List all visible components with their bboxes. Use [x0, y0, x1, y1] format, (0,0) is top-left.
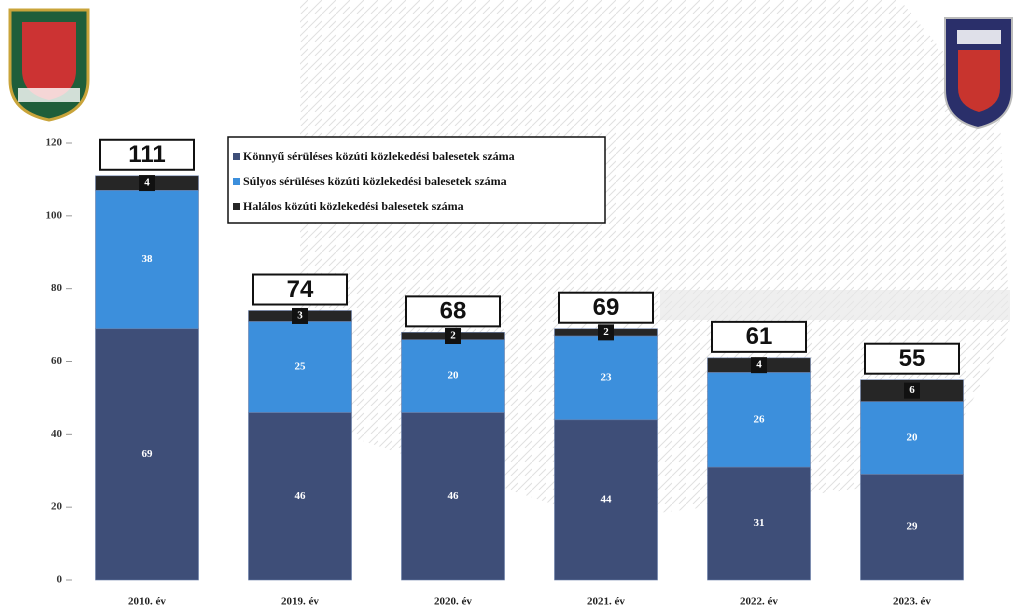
legend-box: [227, 136, 606, 224]
total-label: 61: [746, 323, 773, 350]
logo-right: [944, 17, 1013, 130]
legend-label: Könnyű sérüléses közúti közlekedési bale…: [243, 149, 515, 163]
segment-label: 46: [295, 490, 307, 502]
bar-segment: [860, 474, 964, 581]
x-tick-label: 2019. év: [281, 596, 319, 608]
segment-label: 31: [754, 517, 765, 529]
bar-segment: [95, 328, 199, 581]
segment-label: 46: [448, 490, 460, 502]
total-box: [405, 295, 501, 328]
segment-label-bg: [904, 382, 920, 399]
total-box: [711, 320, 807, 353]
total-label: 55: [899, 345, 926, 372]
segment-label-bg: [598, 324, 614, 341]
x-tick-label: 2021. év: [587, 596, 625, 608]
segment-label-bg: [139, 175, 155, 192]
x-tick-label: 2010. év: [128, 596, 166, 608]
segment-label: 44: [601, 493, 613, 505]
segment-label: 38: [142, 253, 154, 265]
y-tick-label: 0: [57, 574, 63, 586]
bar-segment: [95, 190, 199, 330]
background-building: [660, 290, 1010, 320]
y-tick-label: 120: [46, 137, 63, 149]
segment-label: 3: [297, 310, 303, 322]
segment-label: 26: [754, 413, 766, 425]
total-label: 111: [128, 141, 165, 168]
y-tick-label: 20: [51, 501, 63, 513]
total-label: 68: [440, 298, 467, 325]
total-box: [864, 342, 960, 375]
segment-label: 69: [142, 448, 154, 460]
segment-label-bg: [445, 328, 461, 345]
segment-label: 4: [144, 177, 150, 189]
segment-label: 2: [450, 330, 456, 342]
segment-label: 4: [756, 359, 762, 371]
y-tick-label: 100: [46, 209, 63, 221]
segment-label: 20: [448, 370, 460, 382]
bar-segment: [248, 321, 352, 413]
legend-label: Súlyos sérüléses közúti közlekedési bale…: [243, 174, 507, 188]
total-box: [558, 291, 654, 324]
legend: Könnyű sérüléses közúti közlekedési bale…: [227, 136, 606, 224]
y-tick-label: 80: [51, 282, 63, 294]
x-tick-label: 2022. év: [740, 596, 778, 608]
legend-swatch: [233, 153, 240, 160]
segment-label: 29: [907, 521, 919, 533]
y-tick-label: 60: [51, 355, 63, 367]
segment-label: 20: [907, 432, 919, 444]
total-label: 69: [593, 294, 620, 321]
bar-segment: [707, 372, 811, 468]
x-tick-label: 2023. év: [893, 596, 931, 608]
legend-label: Halálos közúti közlekedési balesetek szá…: [243, 199, 464, 213]
segment-label-bg: [751, 357, 767, 374]
segment-label: 23: [601, 371, 613, 383]
total-box: [99, 138, 195, 171]
bar-segment: [401, 412, 505, 581]
total-box: [252, 273, 348, 306]
legend-swatch: [233, 203, 240, 210]
segment-label: 25: [295, 360, 307, 372]
bar-segment: [401, 339, 505, 413]
y-tick-label: 40: [51, 428, 63, 440]
total-label: 74: [287, 276, 314, 303]
x-tick-label: 2020. év: [434, 596, 472, 608]
legend-swatch: [233, 178, 240, 185]
bar-segment: [248, 412, 352, 581]
bar-segment: [860, 401, 964, 475]
logo-left: [8, 8, 90, 122]
segment-label: 6: [909, 384, 915, 396]
bar-segment: [707, 466, 811, 581]
segment-label: 2: [603, 326, 609, 338]
segment-label-bg: [292, 307, 308, 324]
